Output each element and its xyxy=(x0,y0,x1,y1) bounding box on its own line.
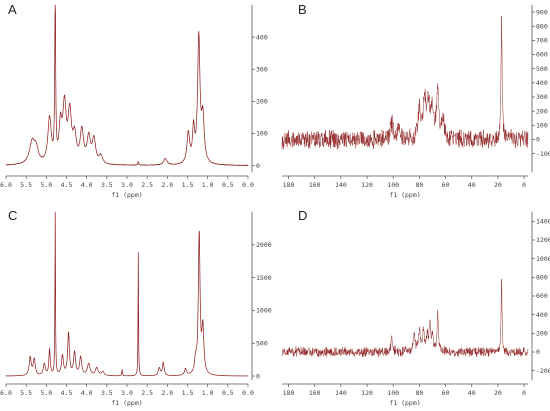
panel-a-1h-spectrum: A 6.0 5.5 5.0 4.5 4.0 3.5 3.0 2.5 2.0 1.5 1.0 0.5 0.… xyxy=(0,2,268,199)
y-tick-label: 1500 xyxy=(256,274,272,282)
spectrum-trace xyxy=(5,211,249,377)
spectrum-trace xyxy=(5,4,249,166)
y-tick-label: 800 xyxy=(536,22,548,30)
y-tick-label: 200 xyxy=(536,330,548,338)
x-tick-label: 60 xyxy=(442,389,450,397)
x-tick-label: 5.0 xyxy=(40,389,52,397)
x-tick-label: 0.0 xyxy=(242,389,254,397)
spectrum-trace xyxy=(281,16,529,150)
y-tick-label: 800 xyxy=(536,274,548,282)
y-tick-label: 100 xyxy=(256,130,268,138)
x-axis-title: f1 (ppm) xyxy=(111,191,142,199)
panel-b-13c-spectrum: B 180 160 140 120 100 80 60 40 20 0f1 (ppm)-10001… xyxy=(281,2,550,199)
x-tick-label: 4.0 xyxy=(81,181,93,189)
y-tick-label: 100 xyxy=(536,121,548,129)
y-tick-label: -200 xyxy=(536,367,550,375)
y-tick-label: 600 xyxy=(536,292,548,300)
y-tick-label: 700 xyxy=(536,37,548,45)
y-tick-label: 0 xyxy=(256,162,260,170)
y-tick-label: -100 xyxy=(536,150,550,158)
y-tick-label: 0 xyxy=(256,372,260,380)
x-tick-label: 0.5 xyxy=(222,181,234,189)
x-tick-label: 6.0 xyxy=(0,389,12,397)
y-tick-label: 0 xyxy=(536,348,540,356)
y-tick-label: 900 xyxy=(536,8,548,16)
x-tick-label: 80 xyxy=(415,181,423,189)
x-tick-label: 60 xyxy=(442,181,450,189)
y-tick-label: 300 xyxy=(256,65,268,73)
x-tick-label: 100 xyxy=(387,181,399,189)
x-tick-label: 2.0 xyxy=(161,181,173,189)
x-tick-label: 3.0 xyxy=(121,389,133,397)
spectrum-trace xyxy=(281,278,529,358)
x-tick-label: 180 xyxy=(283,389,295,397)
x-tick-label: 40 xyxy=(468,389,476,397)
x-axis-title: f1 (ppm) xyxy=(389,399,420,407)
y-tick-label: 0 xyxy=(536,136,540,144)
x-axis-title: f1 (ppm) xyxy=(111,399,142,407)
panel-label-a: A xyxy=(8,2,17,17)
y-tick-label: 600 xyxy=(536,51,548,59)
x-tick-label: 160 xyxy=(309,389,321,397)
y-tick-label: 400 xyxy=(536,311,548,319)
x-tick-label: 2.5 xyxy=(141,181,153,189)
x-tick-label: 6.0 xyxy=(0,181,12,189)
y-tick-label: 1200 xyxy=(536,236,550,244)
x-tick-label: 120 xyxy=(361,181,373,189)
panel-label-d: D xyxy=(298,208,307,223)
x-tick-label: 5.5 xyxy=(20,181,32,189)
x-tick-label: 0 xyxy=(522,181,526,189)
panel-c-1h-spectrum: C 6.0 5.5 5.0 4.5 4.0 3.5 3.0 2.5 2.0 1.5 1.0 0.5 0.… xyxy=(0,208,272,407)
x-tick-label: 1.0 xyxy=(202,181,214,189)
x-tick-label: 20 xyxy=(494,181,502,189)
x-tick-label: 140 xyxy=(335,389,347,397)
y-tick-label: 1000 xyxy=(536,255,550,263)
x-tick-label: 1.5 xyxy=(182,181,194,189)
y-tick-label: 200 xyxy=(256,98,268,106)
x-tick-label: 4.0 xyxy=(81,389,93,397)
panel-d-13c-spectrum: D 180 160 140 120 100 80 60 40 20 0f1 (ppm)-20002… xyxy=(281,208,550,407)
x-tick-label: 3.0 xyxy=(121,181,133,189)
x-tick-label: 120 xyxy=(361,389,373,397)
x-tick-label: 3.5 xyxy=(101,181,113,189)
x-tick-label: 160 xyxy=(309,181,321,189)
x-tick-label: 100 xyxy=(387,389,399,397)
panel-label-b: B xyxy=(298,2,307,17)
y-tick-label: 300 xyxy=(536,93,548,101)
y-tick-label: 400 xyxy=(256,33,268,41)
x-tick-label: 5.0 xyxy=(40,181,52,189)
x-tick-label: 0.5 xyxy=(222,389,234,397)
x-tick-label: 180 xyxy=(283,181,295,189)
x-tick-label: 0.0 xyxy=(242,181,254,189)
x-tick-label: 0 xyxy=(522,389,526,397)
x-tick-label: 20 xyxy=(494,389,502,397)
panel-label-c: C xyxy=(8,208,17,223)
x-tick-label: 2.5 xyxy=(141,389,153,397)
y-tick-label: 400 xyxy=(536,79,548,87)
y-tick-label: 500 xyxy=(536,65,548,73)
x-tick-label: 2.0 xyxy=(161,389,173,397)
x-tick-label: 4.5 xyxy=(61,181,73,189)
x-tick-label: 5.5 xyxy=(20,389,32,397)
x-tick-label: 40 xyxy=(468,181,476,189)
x-tick-label: 1.5 xyxy=(182,389,194,397)
x-tick-label: 140 xyxy=(335,181,347,189)
x-tick-label: 4.5 xyxy=(61,389,73,397)
x-tick-label: 3.5 xyxy=(101,389,113,397)
y-tick-label: 2000 xyxy=(256,241,272,249)
y-tick-label: 500 xyxy=(256,339,268,347)
x-tick-label: 1.0 xyxy=(202,389,214,397)
y-tick-label: 1400 xyxy=(536,218,550,226)
x-axis-title: f1 (ppm) xyxy=(389,191,420,199)
y-tick-label: 1000 xyxy=(256,307,272,315)
x-tick-label: 80 xyxy=(415,389,423,397)
y-tick-label: 200 xyxy=(536,107,548,115)
